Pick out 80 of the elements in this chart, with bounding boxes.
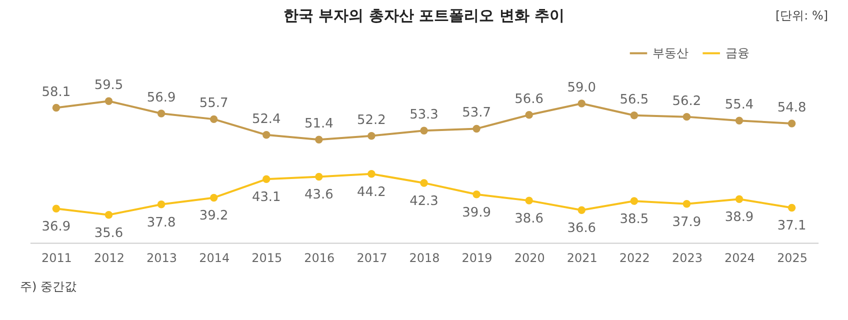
data-label: 52.2 — [357, 112, 386, 128]
x-tick-label: 2023 — [672, 251, 702, 266]
x-tick-label: 2012 — [94, 251, 124, 266]
data-label: 56.2 — [672, 94, 702, 109]
point — [315, 136, 323, 144]
point — [104, 97, 113, 105]
x-tick-label: 2021 — [566, 251, 598, 266]
data-label: 35.6 — [94, 226, 124, 241]
point — [525, 111, 533, 119]
point — [262, 131, 270, 139]
data-label: 53.7 — [462, 106, 491, 121]
data-label: 37.9 — [672, 214, 702, 230]
text: [단위: %] — [775, 8, 828, 22]
data-label: 51.4 — [304, 116, 334, 132]
data-label: 59.0 — [567, 80, 596, 96]
point — [682, 112, 691, 121]
x-tick-label: 2019 — [462, 251, 492, 266]
data-label: 38.5 — [620, 212, 649, 227]
data-label: 37.1 — [777, 218, 806, 234]
point — [525, 196, 533, 204]
x-tick-label: 2024 — [724, 251, 755, 266]
data-label: 54.8 — [777, 100, 806, 116]
chart-title: 한국 부자의 총자산 포트폴리오 변화 추이 — [283, 6, 565, 24]
point — [682, 200, 691, 208]
point — [104, 210, 113, 219]
x-tick-label: 2015 — [252, 251, 282, 266]
data-label: 56.9 — [146, 90, 176, 106]
point — [472, 124, 480, 133]
data-label: 55.7 — [199, 96, 228, 112]
x-tick-label: 2022 — [619, 251, 650, 266]
point — [735, 195, 744, 203]
point — [788, 120, 796, 128]
x-tick-label: 2016 — [304, 251, 335, 266]
data-label: 56.6 — [514, 92, 544, 107]
data-label: 39.9 — [462, 205, 491, 220]
point — [735, 116, 744, 124]
legend-label: 부동산 — [652, 46, 688, 60]
point — [315, 172, 323, 181]
x-tick-label: 2014 — [199, 251, 230, 266]
data-label: 38.6 — [514, 212, 544, 227]
data-label: 44.2 — [357, 184, 386, 200]
data-label: 53.3 — [410, 108, 438, 123]
data-label: 59.5 — [94, 78, 124, 94]
point — [157, 200, 166, 208]
data-label: 43.6 — [304, 188, 334, 203]
point — [210, 194, 218, 202]
text: 주) 중간값 — [20, 280, 76, 294]
data-label: 36.6 — [567, 221, 596, 236]
point — [630, 112, 638, 120]
point — [368, 132, 376, 140]
point — [262, 175, 270, 184]
point — [578, 100, 586, 108]
x-tick-label: 2020 — [514, 251, 545, 266]
point — [630, 197, 638, 205]
point — [157, 110, 166, 118]
data-label: 55.4 — [724, 98, 754, 113]
point — [788, 204, 796, 212]
point — [210, 115, 218, 124]
point — [52, 104, 60, 112]
x-tick-label: 2017 — [356, 251, 388, 266]
data-label: 56.5 — [620, 92, 649, 108]
data-label: 38.9 — [724, 210, 754, 226]
point — [578, 206, 586, 214]
point — [52, 204, 60, 213]
x-tick-label: 2011 — [41, 251, 72, 266]
x-tick-label: 2025 — [777, 251, 808, 266]
data-label: 58.1 — [42, 84, 71, 100]
data-label: 43.1 — [252, 190, 281, 206]
data-label: 52.4 — [252, 112, 281, 127]
point — [420, 126, 428, 134]
x-tick-label: 2018 — [409, 251, 440, 266]
data-label: 36.9 — [42, 220, 71, 235]
x-tick-label: 2013 — [146, 251, 178, 266]
point — [368, 170, 376, 178]
point — [472, 190, 480, 198]
point — [420, 179, 428, 187]
data-label: 37.8 — [146, 215, 176, 230]
data-label: 39.2 — [199, 208, 228, 224]
legend-label: 금융 — [725, 46, 750, 60]
data-label: 42.3 — [410, 194, 438, 209]
